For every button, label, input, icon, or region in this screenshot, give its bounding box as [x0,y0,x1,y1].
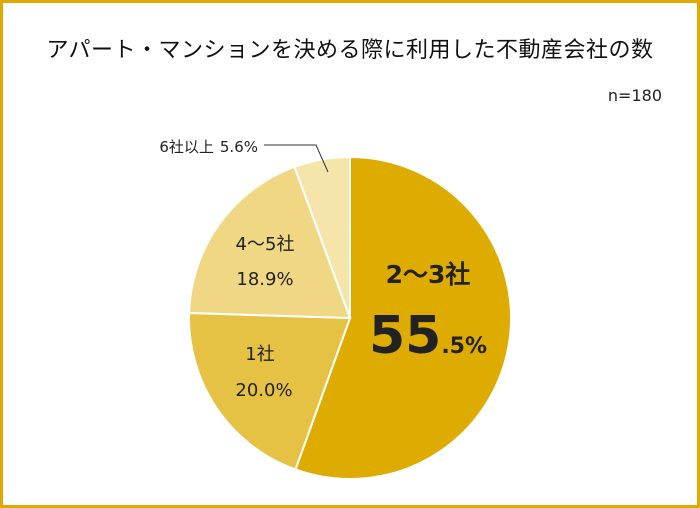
callout-line-6plus [264,144,329,173]
slice-value-1: 20.0% [235,380,292,401]
slice-6plus [293,155,351,319]
slice-label-2-3: 2〜3社 [386,260,471,289]
slice-value-2-3-big: 55 [369,306,441,366]
slice-label-6plus-value: 5.6% [220,138,258,156]
slice-label-4-5: 4〜5社 [236,234,295,255]
slice-2-3 [294,155,512,480]
slice-4-5 [188,165,352,320]
slice-label-1: 1社 [245,344,274,365]
slice-value-2-3-small: .5% [441,334,487,359]
chart-title: アパート・マンションを決める際に利用した不動産会社の数 [46,38,654,63]
sample-size: n=180 [607,86,662,105]
slice-value-4-5: 18.9% [236,269,293,290]
slice-label-6plus-name: 6社以上 [159,138,214,156]
slice-1 [188,311,352,471]
slice-label-6plus: 6社以上 5.6% [159,138,258,156]
slice-value-2-3: 55.5% [369,306,487,366]
